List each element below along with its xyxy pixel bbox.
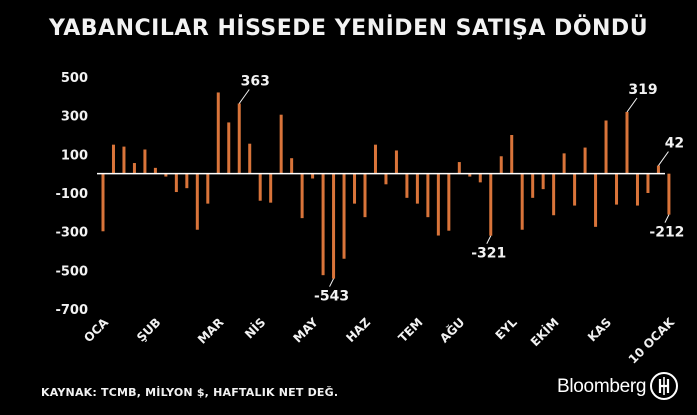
bar bbox=[468, 173, 472, 177]
bar bbox=[342, 173, 346, 259]
bar bbox=[311, 173, 315, 179]
x-tick-label: MAR bbox=[195, 315, 226, 346]
y-tick-label: -300 bbox=[55, 226, 88, 241]
x-tick-label: KAS bbox=[585, 315, 614, 344]
bar bbox=[384, 173, 388, 185]
bar bbox=[573, 173, 577, 206]
bar bbox=[436, 173, 440, 236]
bar bbox=[552, 173, 556, 216]
data-label: 319 bbox=[628, 82, 657, 98]
bar bbox=[415, 173, 419, 204]
chart-title: YABANCILAR HİSSEDE YENİDEN SATIŞA DÖNDÜ bbox=[48, 16, 649, 41]
bar bbox=[122, 146, 126, 174]
annotation-leader bbox=[658, 151, 669, 166]
ht-logo-icon bbox=[650, 372, 678, 400]
bar bbox=[447, 173, 451, 231]
bar bbox=[656, 165, 660, 174]
bars-group bbox=[101, 92, 671, 279]
annotations-group: 363 -543 -321 319 42 -212 bbox=[238, 73, 684, 305]
annotation-leader bbox=[486, 235, 492, 244]
bar bbox=[227, 122, 231, 174]
x-tick-label: HAZ bbox=[343, 315, 373, 345]
bar bbox=[635, 173, 639, 206]
bar bbox=[531, 173, 535, 198]
bar bbox=[510, 135, 514, 174]
bar bbox=[164, 173, 168, 177]
bar bbox=[541, 173, 545, 190]
bar bbox=[604, 120, 608, 174]
bar bbox=[300, 173, 304, 219]
bar bbox=[279, 114, 283, 174]
x-tick-label: EYL bbox=[493, 315, 520, 342]
bar bbox=[216, 92, 220, 174]
bar bbox=[594, 173, 598, 227]
x-tick-label: EKİM bbox=[527, 315, 562, 350]
bar bbox=[625, 111, 629, 174]
x-tick-label: ŞUB bbox=[134, 315, 163, 344]
bar bbox=[615, 173, 619, 205]
bar bbox=[646, 173, 650, 193]
x-tick-label: AĞU bbox=[436, 315, 467, 346]
bar bbox=[667, 173, 671, 215]
bar bbox=[290, 158, 294, 174]
x-tick-label: TEM bbox=[396, 315, 426, 345]
data-label: -321 bbox=[471, 246, 506, 262]
y-tick-label: -500 bbox=[55, 264, 88, 279]
bar bbox=[520, 173, 524, 230]
data-label: 363 bbox=[241, 73, 270, 89]
bar bbox=[206, 173, 210, 204]
bar bbox=[478, 173, 482, 183]
annotation-leader bbox=[238, 89, 250, 104]
bar bbox=[562, 153, 566, 174]
data-label: 42 bbox=[665, 136, 684, 152]
y-tick-label: -100 bbox=[55, 187, 88, 202]
bar bbox=[111, 144, 115, 174]
bar bbox=[353, 173, 357, 204]
bar bbox=[321, 173, 325, 276]
x-tick-label: 10 OCAK bbox=[626, 315, 678, 367]
y-tick-label: 500 bbox=[61, 71, 88, 86]
data-label: -212 bbox=[649, 225, 684, 241]
y-tick-label: 100 bbox=[61, 148, 88, 163]
bar bbox=[363, 173, 367, 218]
x-tick-label: OCA bbox=[81, 315, 111, 345]
bar bbox=[405, 173, 409, 198]
brand-logo: Bloomberg bbox=[557, 376, 647, 397]
annotation-leader bbox=[329, 278, 335, 287]
bar bbox=[457, 162, 461, 174]
x-tick-label: NİS bbox=[241, 315, 268, 342]
x-axis: OCA ŞUB MAR NİS MAY HAZ TEM AĞU EYL EKİM KAS 10 OCA… bbox=[81, 315, 677, 367]
bar bbox=[132, 163, 136, 174]
bar bbox=[185, 173, 189, 189]
annotation-leader bbox=[626, 97, 638, 113]
bar bbox=[174, 173, 178, 193]
bar bbox=[143, 149, 147, 174]
bar bbox=[248, 143, 252, 174]
bar bbox=[195, 173, 199, 230]
bar bbox=[373, 144, 377, 174]
bar bbox=[101, 173, 105, 232]
y-tick-label: -700 bbox=[55, 303, 88, 318]
y-axis: 500 300 100 -100 -300 -500 -700 bbox=[55, 71, 88, 318]
y-tick-label: 300 bbox=[61, 110, 88, 125]
annotation-leader bbox=[664, 214, 670, 223]
bar bbox=[269, 173, 273, 203]
source-note: KAYNAK: TCMB, MİLYON $, HAFTALIK NET DEĞ… bbox=[41, 386, 339, 399]
bar bbox=[237, 103, 241, 174]
bar bbox=[153, 167, 157, 174]
x-tick-label: MAY bbox=[290, 315, 320, 345]
data-label: -543 bbox=[314, 289, 349, 305]
bar bbox=[489, 173, 493, 236]
bar bbox=[426, 173, 430, 218]
bar bbox=[583, 147, 587, 174]
bar bbox=[394, 150, 398, 174]
bar bbox=[499, 156, 503, 174]
bar bbox=[332, 173, 336, 279]
bar bbox=[258, 173, 262, 201]
